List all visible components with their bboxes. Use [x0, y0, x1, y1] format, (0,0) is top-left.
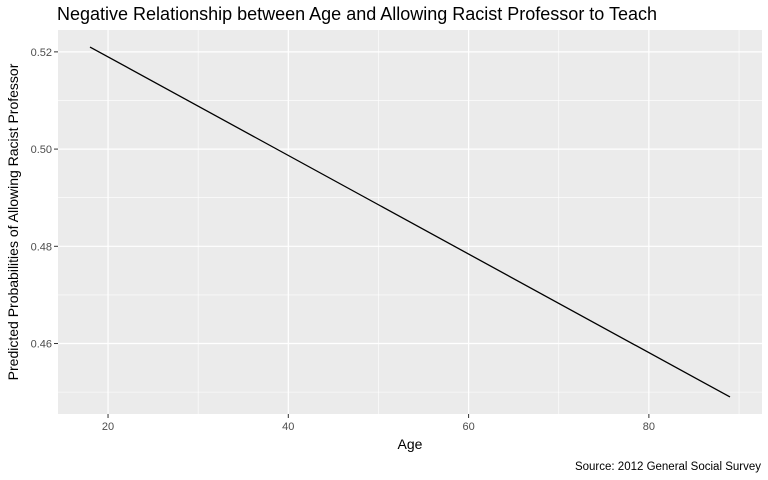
y-tick-label: 0.52 — [31, 47, 52, 59]
x-tick-label: 40 — [282, 421, 294, 433]
chart-title: Negative Relationship between Age and Al… — [57, 4, 657, 24]
x-tick-label: 20 — [102, 421, 114, 433]
y-axis: 0.46 0.48 0.50 0.52 — [31, 47, 58, 351]
y-tick-label: 0.48 — [31, 241, 52, 253]
major-gridlines — [58, 30, 762, 414]
y-tick-label: 0.50 — [31, 144, 52, 156]
y-axis-title: Predicted Probabilities of Allowing Raci… — [5, 63, 21, 380]
y-tick-label: 0.46 — [31, 339, 52, 351]
chart-caption: Source: 2012 General Social Survey — [575, 461, 761, 473]
x-axis: 20 40 60 80 — [102, 414, 655, 433]
x-tick-label: 60 — [462, 421, 474, 433]
series-layer — [89, 46, 731, 398]
series-line — [89, 46, 731, 398]
minor-gridlines — [58, 30, 762, 414]
x-axis-title: Age — [398, 436, 423, 452]
x-tick-label: 80 — [643, 421, 655, 433]
